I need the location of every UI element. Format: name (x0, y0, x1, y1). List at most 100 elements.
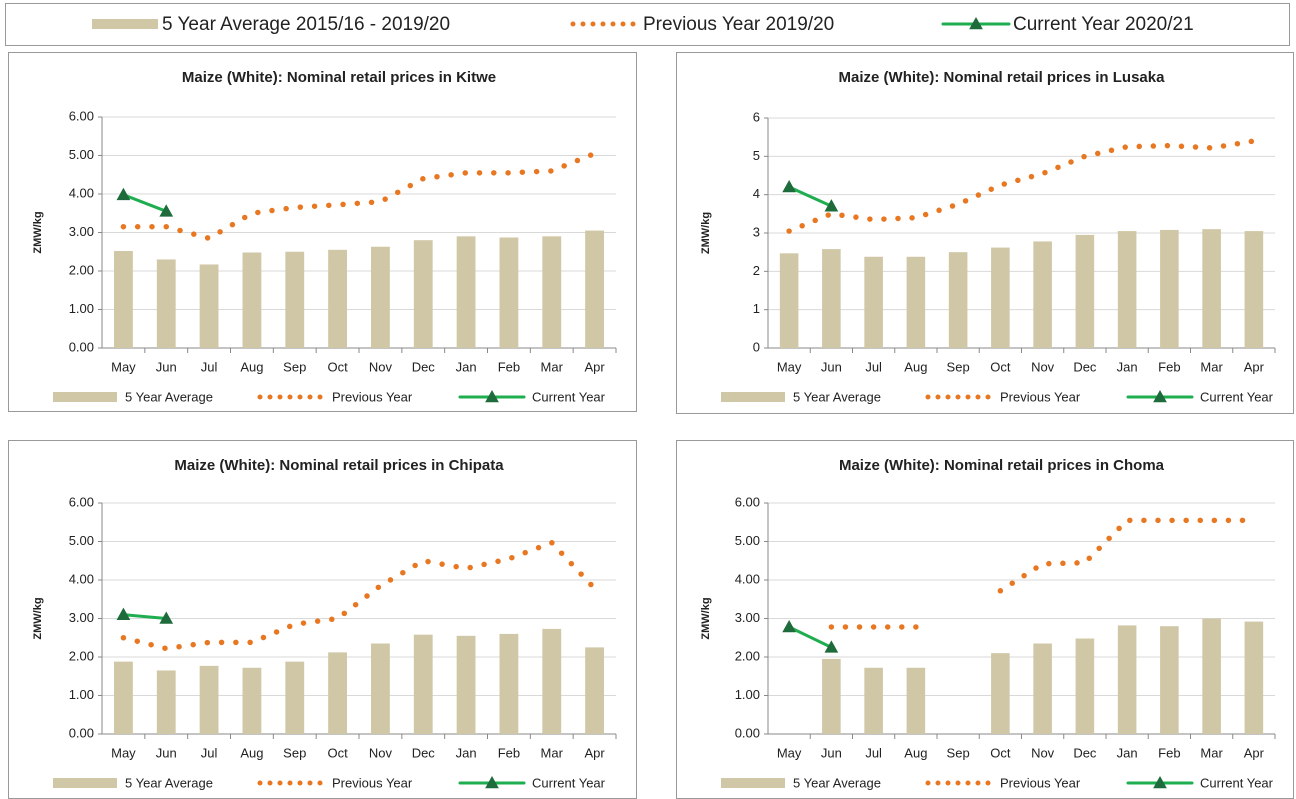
dotted-line (828, 517, 1257, 630)
x-tick-label: Jun (821, 359, 842, 374)
x-tick-label: Feb (498, 359, 520, 374)
y-tick-label: 2.00 (735, 648, 760, 663)
y-tick-label: 4.00 (735, 571, 760, 586)
bar (328, 249, 348, 348)
legend-swatch (53, 392, 117, 402)
y-tick-label: 1 (753, 301, 760, 316)
x-tick-label: Nov (1031, 745, 1055, 760)
bar (499, 237, 519, 348)
dotted-line (120, 150, 598, 242)
x-tick-label: Oct (990, 359, 1011, 374)
x-tick-label: Apr (1244, 359, 1265, 374)
y-tick-label: 0.00 (69, 725, 94, 740)
legend-label: Previous Year (332, 775, 413, 790)
x-tick-label: Jun (821, 745, 842, 760)
y-tick-label: 5.00 (735, 533, 760, 548)
x-tick-label: Feb (1158, 745, 1180, 760)
y-tick-label: 4.00 (69, 571, 94, 586)
legend-label: Current Year (532, 389, 606, 404)
bar (1033, 643, 1052, 734)
line-marker (782, 619, 796, 633)
bar (779, 253, 799, 348)
x-tick-label: May (777, 359, 802, 374)
bar (242, 252, 262, 348)
line (121, 193, 168, 213)
x-tick-label: Jul (201, 745, 218, 760)
y-tick-label: 3.00 (69, 224, 94, 239)
legend-label: 5 Year Average 2015/16 - 2019/20 (162, 14, 450, 35)
y-tick-label: 2.00 (69, 648, 94, 663)
bar (1202, 618, 1221, 734)
bar (413, 634, 433, 734)
legend-label: Previous Year (332, 389, 413, 404)
x-tick-label: Mar (1200, 745, 1223, 760)
legend-label: 5 Year Average (793, 389, 881, 404)
legend-label: 5 Year Average (793, 775, 881, 790)
chart-title: Maize (White): Nominal retail prices in … (182, 69, 496, 86)
legend-swatch-marker (485, 775, 499, 789)
y-tick-label: 5.00 (69, 147, 94, 162)
legend-swatch-marker (485, 389, 499, 403)
bar (542, 628, 562, 734)
x-tick-label: Mar (541, 745, 564, 760)
y-tick-label: 3.00 (735, 610, 760, 625)
x-tick-label: Jul (865, 745, 882, 760)
chart-title: Maize (White): Nominal retail prices in … (839, 457, 1165, 474)
y-tick-label: 0 (753, 339, 760, 354)
legend-swatch (92, 19, 158, 29)
line-marker (824, 199, 839, 212)
legend-swatch-marker (969, 16, 983, 30)
bar (113, 250, 133, 348)
x-tick-label: Apr (584, 745, 605, 760)
x-tick-label: Aug (240, 745, 263, 760)
bar (1075, 638, 1095, 734)
x-tick-label: Dec (1073, 359, 1097, 374)
y-tick-label: 0.00 (69, 339, 94, 354)
y-tick-label: 6 (753, 109, 760, 124)
x-tick-label: Oct (327, 359, 348, 374)
bar (991, 247, 1010, 348)
x-tick-label: Aug (904, 359, 927, 374)
bar (542, 236, 562, 348)
legend-label: Current Year (1200, 775, 1274, 790)
x-tick-label: Apr (1244, 745, 1265, 760)
bar (1075, 234, 1095, 348)
y-tick-label: 3.00 (69, 610, 94, 625)
y-tick-label: 1.00 (69, 687, 94, 702)
bar (822, 658, 841, 734)
line-marker (159, 611, 174, 624)
bar (413, 240, 433, 348)
bar (948, 252, 968, 348)
bar (285, 251, 305, 348)
x-tick-label: Oct (327, 745, 348, 760)
line-marker (159, 204, 174, 217)
bar (113, 661, 133, 734)
chart-title: Maize (White): Nominal retail prices in … (839, 69, 1166, 86)
line-marker (116, 607, 131, 620)
x-tick-label: Jul (201, 359, 218, 374)
bar (499, 633, 519, 734)
x-tick-label: Jun (156, 745, 177, 760)
bar (1244, 231, 1264, 348)
bar (906, 256, 926, 348)
y-axis-label: ZMW/kg (32, 211, 44, 253)
x-tick-label: Dec (412, 359, 436, 374)
bar (1117, 231, 1137, 348)
bar (199, 264, 219, 348)
x-tick-label: Nov (1031, 359, 1055, 374)
legend-swatch (721, 392, 785, 402)
x-tick-label: Jan (1117, 745, 1138, 760)
x-tick-label: May (111, 745, 136, 760)
x-tick-label: Nov (369, 745, 393, 760)
x-tick-label: Sep (947, 359, 970, 374)
legend-label: Current Year (532, 775, 606, 790)
bar (285, 661, 305, 734)
y-axis-label: ZMW/kg (700, 597, 712, 639)
y-tick-label: 5.00 (69, 533, 94, 548)
line-marker (782, 179, 796, 193)
bar (456, 236, 476, 348)
y-tick-label: 3 (753, 224, 760, 239)
y-tick-label: 2.00 (69, 262, 94, 277)
chart-title: Maize (White): Nominal retail prices in … (174, 457, 504, 474)
